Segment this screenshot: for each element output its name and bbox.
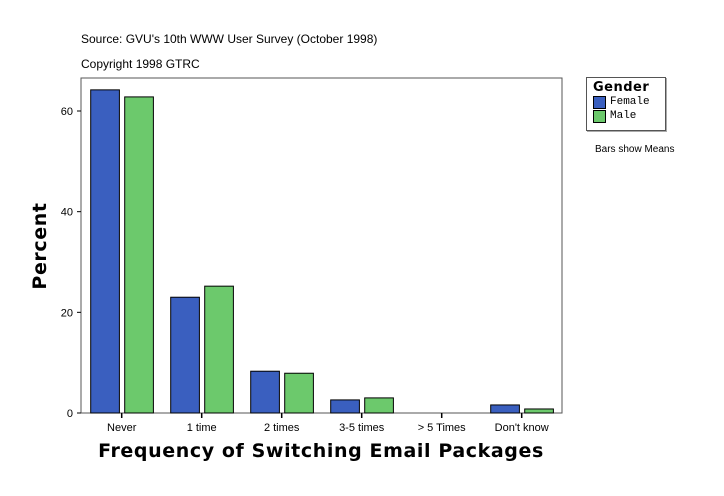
y-tick-label: 40 (61, 207, 73, 219)
x-axis-title: Frequency of Switching Email Packages (98, 440, 544, 462)
y-tick-label: 0 (67, 408, 73, 420)
legend-label: Male (610, 110, 637, 122)
source-text: Source: GVU's 10th WWW User Survey (Octo… (81, 32, 378, 46)
x-tick-label: Don't know (495, 422, 549, 434)
bar-female (90, 89, 120, 414)
y-tick-label: 20 (61, 307, 73, 319)
x-tick-label: > 5 Times (418, 422, 466, 434)
bar-male (364, 397, 394, 414)
bar-female (170, 296, 200, 414)
bar-female (330, 399, 360, 414)
copyright-text: Copyright 1998 GTRC (81, 57, 200, 71)
x-tick-label: 1 time (187, 422, 217, 434)
x-tick-label: 3-5 times (339, 422, 385, 434)
bar-female (490, 404, 520, 414)
legend-swatch-female (593, 95, 606, 109)
x-tick-label: Never (107, 422, 137, 434)
y-tick-label: 60 (61, 106, 73, 118)
legend-label: Female (610, 96, 650, 108)
bar-male (524, 408, 554, 414)
legend-swatch-male (593, 109, 606, 123)
bar-male (204, 285, 234, 414)
bar-female (250, 370, 280, 414)
legend-item-male: Male (593, 109, 665, 123)
plot-area (80, 77, 563, 414)
legend-title: Gender (593, 80, 650, 95)
bar-male (284, 372, 314, 414)
bars-note: Bars show Means (595, 144, 675, 155)
legend: Gender Female Male (586, 77, 666, 131)
legend-item-female: Female (593, 95, 665, 109)
x-tick-label: 2 times (264, 422, 300, 434)
y-axis-title: Percent (29, 202, 51, 289)
bar-male (124, 96, 154, 414)
